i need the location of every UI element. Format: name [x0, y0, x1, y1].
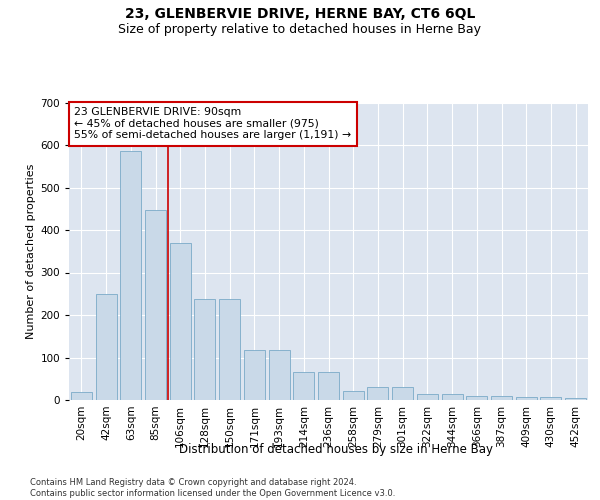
Bar	[71, 392, 92, 400]
Text: 23, GLENBERVIE DRIVE, HERNE BAY, CT6 6QL: 23, GLENBERVIE DRIVE, HERNE BAY, CT6 6QL	[125, 8, 475, 22]
Bar	[491, 396, 512, 400]
Bar	[95, 294, 116, 400]
Bar	[194, 299, 215, 400]
Bar	[269, 350, 290, 400]
Text: Distribution of detached houses by size in Herne Bay: Distribution of detached houses by size …	[179, 442, 493, 456]
Text: 23 GLENBERVIE DRIVE: 90sqm
← 45% of detached houses are smaller (975)
55% of sem: 23 GLENBERVIE DRIVE: 90sqm ← 45% of deta…	[74, 107, 352, 140]
Text: Contains HM Land Registry data © Crown copyright and database right 2024.
Contai: Contains HM Land Registry data © Crown c…	[30, 478, 395, 498]
Bar	[516, 397, 537, 400]
Bar	[367, 387, 388, 400]
Bar	[170, 243, 191, 400]
Bar	[392, 387, 413, 400]
Bar	[565, 398, 586, 400]
Bar	[120, 152, 141, 400]
Bar	[318, 372, 339, 400]
Text: Size of property relative to detached houses in Herne Bay: Size of property relative to detached ho…	[119, 22, 482, 36]
Bar	[466, 396, 487, 400]
Bar	[442, 394, 463, 400]
Bar	[145, 210, 166, 400]
Bar	[293, 372, 314, 400]
Bar	[541, 397, 562, 400]
Bar	[417, 394, 438, 400]
Bar	[219, 299, 240, 400]
Bar	[343, 390, 364, 400]
Y-axis label: Number of detached properties: Number of detached properties	[26, 164, 36, 339]
Bar	[244, 350, 265, 400]
